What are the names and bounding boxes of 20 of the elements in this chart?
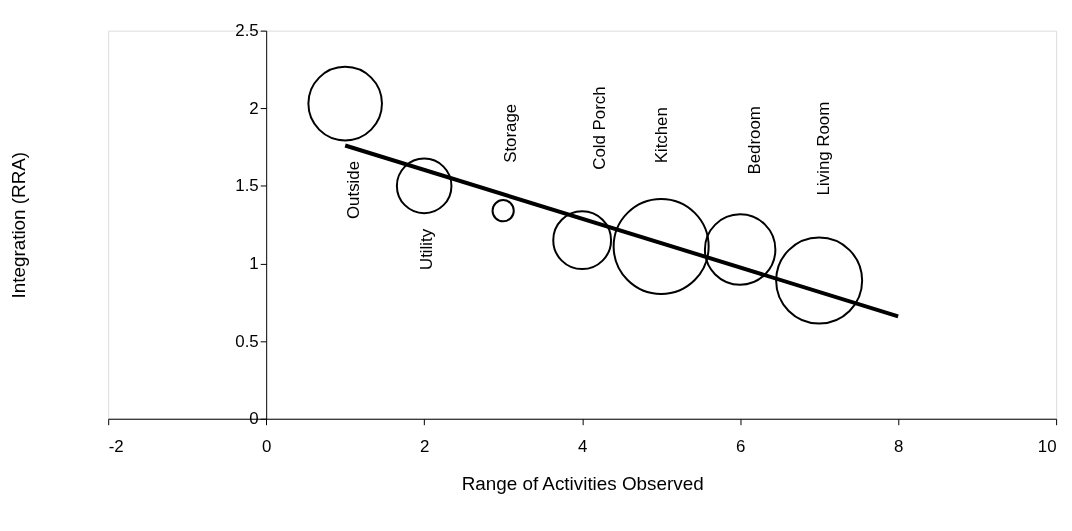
- y-tick-label: 0.5: [235, 331, 259, 351]
- annotation: Bedroom: [745, 106, 764, 175]
- x-tick-label: 2: [419, 436, 430, 456]
- annotation: Living Room: [814, 101, 834, 196]
- y-axis-title: Integration (RRA): [8, 151, 30, 299]
- x-tick-label: 4: [577, 436, 588, 456]
- annotation: Storage: [501, 103, 521, 163]
- x-tick-label: -2: [108, 436, 124, 456]
- annotation: Outside: [344, 160, 364, 220]
- x-tick-label: 8: [893, 436, 904, 456]
- x-tick-label: 6: [735, 436, 746, 456]
- y-tick-label: 1.5: [235, 176, 259, 196]
- x-axis-title: Range of Activities Observed: [461, 472, 704, 494]
- y-tick-label: 2: [249, 98, 259, 118]
- annotation: Cold Porch: [589, 86, 609, 170]
- x-tick-label: 10: [1037, 436, 1057, 456]
- y-tick-label: 1: [249, 253, 259, 273]
- y-tick-label: 2.5: [235, 21, 259, 41]
- annotation: Kitchen: [652, 107, 672, 164]
- annotation: Utility: [417, 228, 437, 271]
